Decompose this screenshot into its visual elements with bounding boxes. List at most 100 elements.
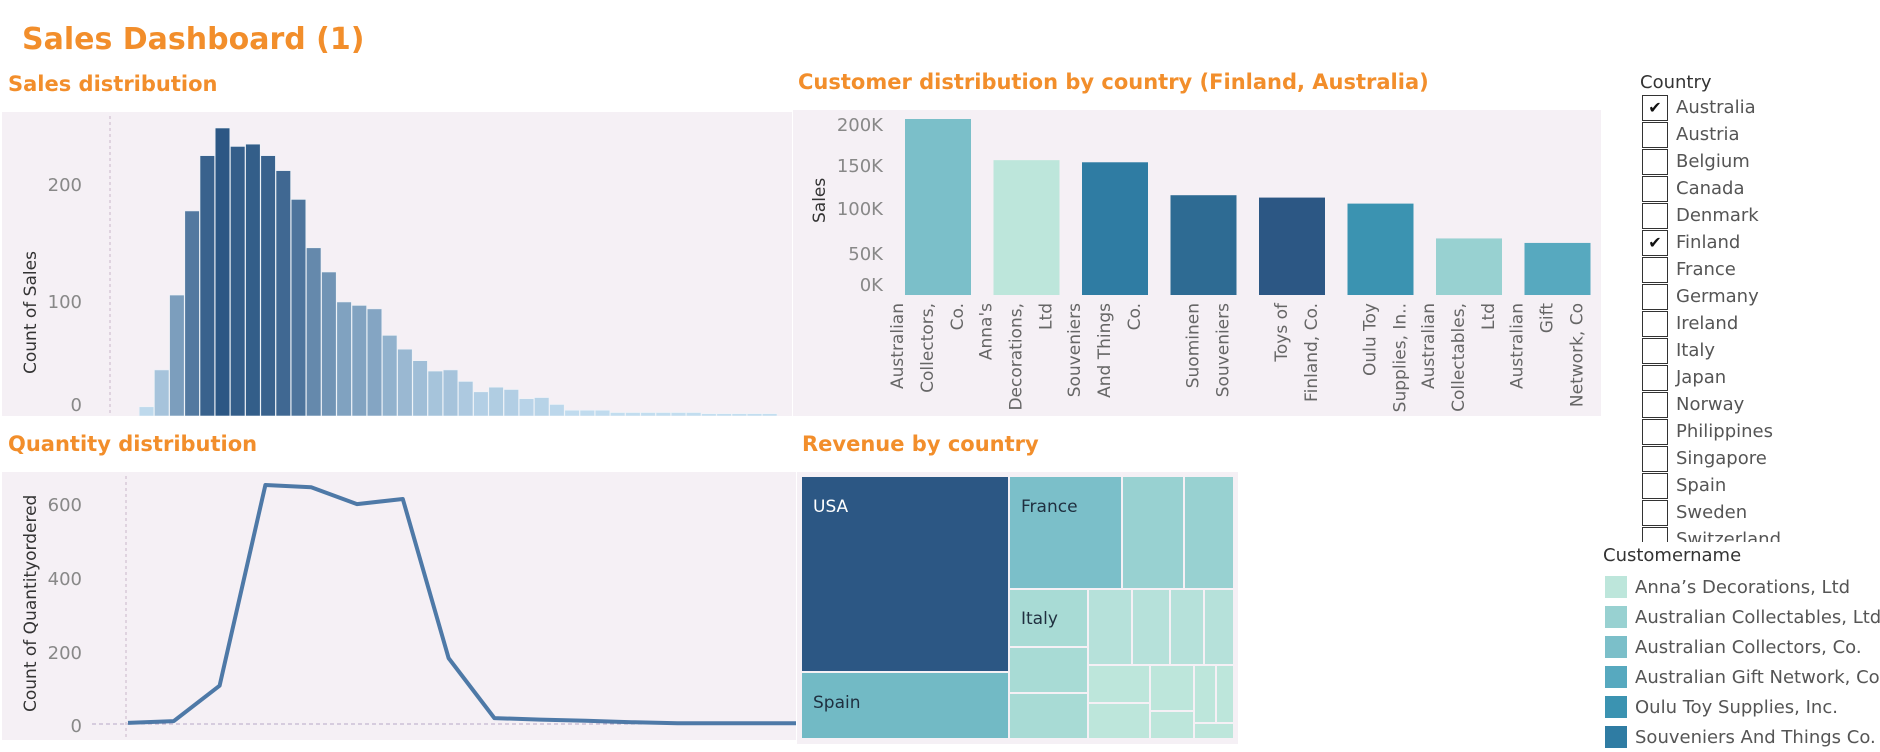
sales-histogram-bar bbox=[534, 397, 550, 417]
checkbox[interactable] bbox=[1642, 283, 1668, 310]
customer-y-tick: 150K bbox=[837, 156, 884, 177]
country-filter-item[interactable]: Philippines bbox=[1640, 418, 1880, 445]
sales-histogram-bar bbox=[290, 199, 307, 417]
country-filter-list[interactable]: ✔ Australia Austria Belgium Canada Denmark ✔ Fi… bbox=[1640, 94, 1880, 542]
customer-legend-item[interactable]: Oulu Toy Supplies, Inc. bbox=[1603, 692, 1880, 722]
customer-category-label: Gift bbox=[1538, 303, 1558, 334]
sales-distribution-panel[interactable]: Count of Sales 200 100 0 bbox=[2, 112, 854, 417]
checkbox[interactable] bbox=[1642, 499, 1668, 526]
sales-histogram-bar bbox=[442, 369, 459, 417]
country-filter-item[interactable]: Ireland bbox=[1640, 310, 1880, 337]
customer-category-label: Co. bbox=[1125, 303, 1145, 330]
country-filter-item[interactable]: France bbox=[1640, 256, 1880, 283]
country-filter-item[interactable]: Japan bbox=[1640, 364, 1880, 391]
checkbox-checked[interactable]: ✔ bbox=[1642, 94, 1668, 121]
checkbox[interactable] bbox=[1642, 256, 1668, 283]
customer-bar bbox=[1170, 195, 1237, 295]
country-filter-label: Switzerland bbox=[1676, 529, 1781, 542]
legend-swatch bbox=[1605, 606, 1627, 628]
customer-category-label: Anna's bbox=[977, 303, 997, 360]
sales-histogram-bar bbox=[518, 398, 535, 417]
country-filter-label: Belgium bbox=[1676, 151, 1750, 172]
checkbox[interactable] bbox=[1642, 310, 1668, 337]
checkbox[interactable] bbox=[1642, 472, 1668, 499]
revenue-by-country-panel[interactable]: USA Spain France Italy bbox=[797, 472, 1238, 744]
customer-category-label: Collectables, bbox=[1449, 303, 1469, 412]
country-filter: Country ✔ Australia Austria Belgium Canada De… bbox=[1640, 72, 1880, 542]
checkbox[interactable] bbox=[1642, 526, 1668, 542]
customer-distribution-panel[interactable]: Sales 200K 150K 100K 50K 0K Australian Co… bbox=[793, 110, 1601, 416]
sales-y-tick: 0 bbox=[71, 395, 82, 416]
checkbox-checked[interactable]: ✔ bbox=[1642, 229, 1668, 256]
sales-histogram-bar bbox=[473, 391, 489, 417]
sales-histogram-bar bbox=[321, 271, 337, 417]
country-filter-item[interactable]: Austria bbox=[1640, 121, 1880, 148]
sales-histogram-bar bbox=[154, 369, 170, 417]
country-filter-label: Philippines bbox=[1676, 421, 1773, 442]
sales-histogram-bar bbox=[655, 412, 671, 417]
legend-swatch bbox=[1605, 726, 1627, 748]
sales-histogram-bar bbox=[412, 360, 428, 417]
checkbox[interactable] bbox=[1642, 364, 1668, 391]
country-filter-title: Country bbox=[1640, 72, 1712, 93]
country-filter-label: Austria bbox=[1676, 124, 1740, 145]
country-filter-label: Norway bbox=[1676, 394, 1745, 415]
country-filter-item[interactable]: Canada bbox=[1640, 175, 1880, 202]
country-filter-item[interactable]: Norway bbox=[1640, 391, 1880, 418]
country-filter-item[interactable]: Sweden bbox=[1640, 499, 1880, 526]
country-filter-item[interactable]: Denmark bbox=[1640, 202, 1880, 229]
quantity-distribution-panel[interactable]: Count of Quantityordered 600 400 200 0 bbox=[2, 472, 815, 740]
customer-legend-label: Australian Gift Network, Co bbox=[1635, 666, 1880, 688]
checkbox[interactable] bbox=[1642, 418, 1668, 445]
quantity-line bbox=[127, 483, 815, 726]
country-filter-item[interactable]: ✔ Australia bbox=[1640, 94, 1880, 121]
sales-histogram-bar bbox=[199, 155, 215, 417]
customer-category-label: Oulu Toy bbox=[1361, 303, 1381, 376]
country-filter-item[interactable]: Singapore bbox=[1640, 445, 1880, 472]
customer-category-label: Australian bbox=[1508, 303, 1528, 389]
quantity-y-tick: 600 bbox=[48, 495, 82, 516]
customer-legend-item[interactable]: Anna’s Decorations, Ltd bbox=[1603, 572, 1880, 602]
checkbox[interactable] bbox=[1642, 445, 1668, 472]
customer-legend-item[interactable]: Souveniers And Things Co. bbox=[1603, 722, 1880, 752]
country-filter-item[interactable]: ✔ Finland bbox=[1640, 229, 1880, 256]
treemap-cell bbox=[1133, 590, 1169, 664]
customer-category-label: Suominen bbox=[1184, 303, 1204, 388]
sales-histogram-bar bbox=[336, 301, 352, 417]
country-filter-item[interactable]: Germany bbox=[1640, 283, 1880, 310]
customer-y-tick: 200K bbox=[837, 115, 884, 136]
checkbox[interactable] bbox=[1642, 391, 1668, 418]
country-filter-item[interactable]: Italy bbox=[1640, 337, 1880, 364]
checkbox[interactable] bbox=[1642, 121, 1668, 148]
customer-category-label: Ltd bbox=[1037, 303, 1057, 330]
treemap-cell-france bbox=[1010, 477, 1121, 588]
country-filter-item[interactable]: Spain bbox=[1640, 472, 1880, 499]
checkbox[interactable] bbox=[1642, 337, 1668, 364]
checkbox[interactable] bbox=[1642, 148, 1668, 175]
sales-histogram-bar bbox=[746, 413, 763, 417]
checkbox[interactable] bbox=[1642, 202, 1668, 229]
customer-bar bbox=[1347, 203, 1414, 295]
customer-legend-title: Customername bbox=[1603, 545, 1742, 566]
customer-legend-item[interactable]: Australian Collectables, Ltd bbox=[1603, 602, 1880, 632]
customer-legend-item[interactable]: Australian Collectors, Co. bbox=[1603, 632, 1880, 662]
sales-histogram-bar bbox=[701, 413, 717, 417]
treemap-cell bbox=[1123, 477, 1183, 588]
country-filter-item[interactable]: Belgium bbox=[1640, 148, 1880, 175]
sales-y-tick: 100 bbox=[48, 292, 82, 313]
customer-category-label: Australian bbox=[1419, 303, 1439, 389]
customer-legend-item[interactable]: Australian Gift Network, Co bbox=[1603, 662, 1880, 692]
sales-histogram-bar bbox=[169, 294, 185, 417]
country-filter-label: Germany bbox=[1676, 286, 1759, 307]
country-filter-item[interactable]: Switzerland bbox=[1640, 526, 1880, 542]
sales-histogram-bar bbox=[366, 308, 383, 417]
customer-legend-label: Australian Collectors, Co. bbox=[1635, 636, 1862, 658]
quantity-y-tick: 0 bbox=[71, 716, 82, 737]
customer-bar bbox=[1436, 238, 1502, 295]
treemap-cell bbox=[1010, 648, 1087, 692]
customer-category-label: Toys of bbox=[1272, 302, 1292, 363]
sales-histogram-bar bbox=[762, 413, 778, 417]
checkbox[interactable] bbox=[1642, 175, 1668, 202]
treemap-cell bbox=[1089, 704, 1149, 738]
sales-histogram-bar bbox=[260, 155, 276, 417]
